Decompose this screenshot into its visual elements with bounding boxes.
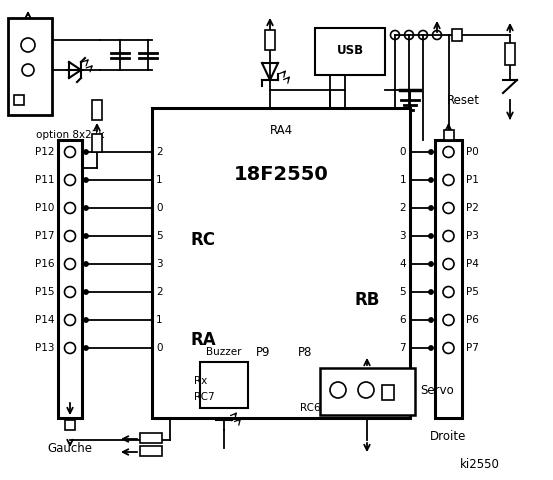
Text: RB: RB	[355, 291, 380, 309]
Circle shape	[84, 290, 88, 294]
Text: 5: 5	[156, 231, 163, 241]
Circle shape	[84, 150, 88, 154]
Text: 4: 4	[399, 259, 406, 269]
Text: Gauche: Gauche	[48, 442, 92, 455]
Bar	[452, 29, 462, 41]
Text: 5: 5	[399, 287, 406, 297]
Text: P9: P9	[255, 346, 270, 359]
Circle shape	[84, 206, 88, 210]
Text: P3: P3	[466, 231, 479, 241]
Text: Reset: Reset	[447, 94, 480, 107]
Text: 1: 1	[156, 315, 163, 325]
Bar	[58, 140, 82, 418]
Text: Servo: Servo	[420, 384, 454, 396]
Text: 0: 0	[399, 147, 406, 157]
Circle shape	[429, 346, 433, 350]
Text: 1: 1	[399, 175, 406, 185]
Text: RA4: RA4	[269, 123, 293, 136]
Text: RC7: RC7	[194, 392, 215, 402]
Text: RC: RC	[190, 231, 215, 249]
Circle shape	[84, 234, 88, 238]
Text: P4: P4	[466, 259, 479, 269]
Bar	[14, 95, 24, 105]
Bar	[444, 130, 453, 140]
Circle shape	[429, 318, 433, 322]
Text: USB: USB	[336, 45, 363, 58]
Circle shape	[84, 178, 88, 182]
Text: RC6: RC6	[300, 403, 321, 413]
Text: 18F2550: 18F2550	[233, 166, 328, 184]
Bar	[140, 446, 162, 456]
Text: 0: 0	[156, 203, 163, 213]
Text: P12: P12	[34, 147, 54, 157]
Bar	[8, 18, 52, 115]
Text: RA: RA	[190, 331, 216, 349]
Text: P8: P8	[298, 346, 312, 359]
Bar	[320, 368, 415, 415]
Circle shape	[429, 234, 433, 238]
Circle shape	[84, 262, 88, 266]
Text: Rx: Rx	[194, 376, 207, 386]
Text: P7: P7	[466, 343, 479, 353]
Text: 2: 2	[156, 287, 163, 297]
Bar	[265, 30, 275, 50]
Text: P6: P6	[466, 315, 479, 325]
Circle shape	[429, 206, 433, 210]
Text: P13: P13	[34, 343, 54, 353]
Text: P14: P14	[34, 315, 54, 325]
Text: option 8x22k: option 8x22k	[36, 130, 105, 140]
Circle shape	[84, 346, 88, 350]
Bar	[65, 420, 75, 430]
Text: 7: 7	[399, 343, 406, 353]
Text: P10: P10	[35, 203, 54, 213]
Text: 3: 3	[156, 259, 163, 269]
Bar	[200, 362, 248, 408]
Text: 3: 3	[399, 231, 406, 241]
Bar	[505, 43, 515, 65]
Bar	[140, 433, 162, 443]
Text: 0: 0	[156, 343, 163, 353]
Bar	[92, 134, 102, 152]
Circle shape	[429, 178, 433, 182]
Text: Buzzer: Buzzer	[206, 347, 242, 357]
Text: P15: P15	[34, 287, 54, 297]
Circle shape	[84, 318, 88, 322]
Text: P11: P11	[34, 175, 54, 185]
Text: Droite: Droite	[430, 430, 467, 443]
Text: P1: P1	[466, 175, 479, 185]
Text: P2: P2	[466, 203, 479, 213]
Text: 2: 2	[399, 203, 406, 213]
Bar	[315, 28, 385, 75]
Bar	[92, 100, 102, 120]
Circle shape	[429, 290, 433, 294]
Text: P0: P0	[466, 147, 479, 157]
Circle shape	[429, 262, 433, 266]
Circle shape	[429, 150, 433, 154]
Text: 2: 2	[156, 147, 163, 157]
Text: P17: P17	[34, 231, 54, 241]
Bar	[152, 108, 410, 418]
Text: 1: 1	[156, 175, 163, 185]
Bar	[382, 385, 394, 400]
Text: ki2550: ki2550	[460, 458, 500, 471]
Text: P5: P5	[466, 287, 479, 297]
Text: 6: 6	[399, 315, 406, 325]
Text: P16: P16	[34, 259, 54, 269]
Bar	[435, 140, 462, 418]
